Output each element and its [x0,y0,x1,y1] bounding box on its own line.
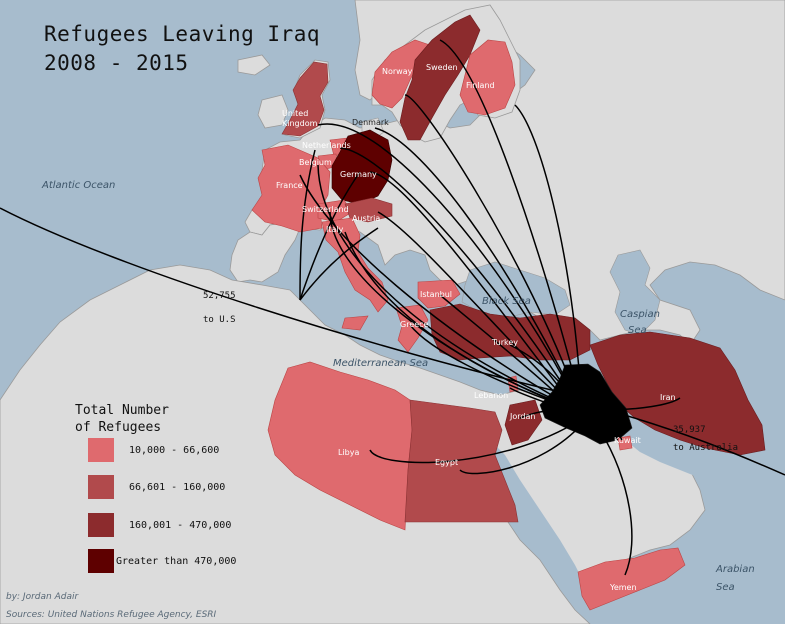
flow-line-italy [344,231,563,405]
flow-lines [0,39,785,576]
legend-row-class2: 66,601 - 160,000 [88,475,225,499]
label-mediterranean-sea: Mediterranean Sea [333,358,428,369]
country-italy [321,217,389,313]
label-jordan: Jordan [509,412,535,421]
flow-line-turkey [509,344,576,403]
legend-label-class2: 66,601 - 160,000 [129,481,226,493]
flow-line-germany [369,171,566,396]
label-yemen: Yemen [609,583,637,592]
country-libya [267,361,413,531]
flow-line-europe-hub [299,171,361,301]
flow-line-norway [404,94,573,386]
land-ireland [257,94,289,129]
flow-line-libya [369,419,581,464]
label-france: France [276,181,303,190]
credit-sources: Sources: United Nations Refugee Agency, … [6,610,217,620]
legend-swatch-class3 [88,513,114,537]
water-labels: Atlantic Ocean Black Sea Caspian Sea Med… [41,180,755,593]
legend-label-class3: 160,001 - 470,000 [129,519,232,531]
flow-line-europe-hub-3 [299,227,379,301]
label-switzerland: Switzerland [302,205,349,214]
label-lebanon: Lebanon [474,391,508,400]
flow-australia-value: 35,937 [673,425,706,435]
country-labels: Norway Sweden Finland United Kingdom Den… [276,63,676,592]
label-caspian-line2: Sea [628,325,647,336]
flow-line-yemen [599,429,633,576]
label-kuwait: Kuwait [614,436,641,445]
land-iceland [237,54,271,76]
label-austria: Austria [352,214,380,223]
legend-row-class3: 160,001 - 470,000 [88,513,231,537]
flow-us-label: to U.S [203,315,236,325]
water-red-sea [486,440,585,600]
label-greece: Greece [400,320,429,329]
flow-line-iran [599,397,681,411]
country-jordan [504,399,543,446]
flow-australia-label: to Australia [673,443,738,453]
map-title-line2: 2008 - 2015 [44,51,189,75]
legend-swatch-class4 [88,549,114,573]
flow-line-sweden [439,39,576,381]
label-iran: Iran [660,393,676,402]
legend-swatch-class2 [88,475,114,499]
label-uk-line2: Kingdom [282,119,318,128]
label-arabian-line1: Arabian [715,564,755,575]
map-title-line1: Refugees Leaving Iraq [44,22,321,46]
label-istanbul: Istanbul [420,290,452,299]
flow-annotations: 52,755 to U.S 35,937 to Australia [203,291,738,453]
label-libya: Libya [338,448,359,457]
credit-author: by: Jordan Adair [6,592,79,602]
country-egypt [404,399,519,523]
label-belgium: Belgium [299,158,332,167]
country-united-kingdom [281,61,329,137]
country-italy-sicily [341,315,369,331]
flow-line-kuwait [604,424,623,441]
flow-line-australia [599,407,785,476]
label-netherlands: Netherlands [302,141,351,150]
label-finland: Finland [466,81,495,90]
flow-line-belgium [317,164,561,403]
map-title: Refugees Leaving Iraq 2008 - 2015 [44,20,320,78]
water-caspian-sea [609,249,661,336]
flow-line-france [299,174,561,401]
label-sweden: Sweden [426,63,458,72]
label-arabian-line2: Sea [716,582,735,593]
flow-line-netherlands [339,147,569,393]
label-germany: Germany [340,170,377,179]
flow-line-uk [317,123,571,391]
legend-row-class1: 10,000 - 66,600 [88,438,219,462]
flow-line-jordan [519,409,561,419]
label-turkey: Turkey [491,338,518,347]
legend-label-class4: Greater than 470,000 [116,555,237,567]
label-black-sea: Black Sea [482,296,531,307]
label-atlantic-ocean: Atlantic Ocean [41,180,115,191]
country-greece [395,304,429,353]
flow-line-egypt [459,423,583,475]
label-denmark: Denmark [352,118,389,127]
flow-line-europe-hub-2 [299,149,316,301]
flow-line-istanbul [439,294,569,405]
flow-line-finland [514,104,581,383]
legend-title-line2: of Refugees [75,420,162,435]
flow-line-lebanon [509,387,561,409]
legend-title-line1: Total Number [75,403,169,418]
legend: Total Number of Refugees 10,000 - 66,600… [75,402,236,573]
label-egypt: Egypt [435,458,458,467]
flow-line-greece [409,324,566,407]
country-finland [459,39,516,116]
legend-swatch-class1 [88,438,114,462]
flow-line-denmark [374,127,571,389]
water-persian-gulf [615,420,710,478]
flow-line-austria [377,211,566,399]
flow-us-value: 52,755 [203,291,236,301]
label-norway: Norway [382,67,413,76]
legend-row-class4: Greater than 470,000 [88,549,236,573]
legend-label-class1: 10,000 - 66,600 [129,444,220,456]
label-italy: Italy [326,225,344,234]
label-caspian-line1: Caspian [620,309,660,320]
label-uk-line1: United [282,109,308,118]
